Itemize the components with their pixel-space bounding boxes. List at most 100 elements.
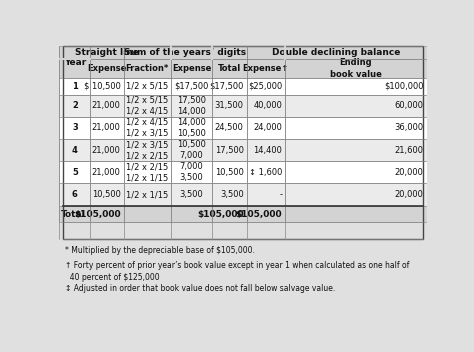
Bar — [246, 46, 285, 59]
Bar — [246, 117, 285, 139]
Bar — [124, 161, 171, 183]
Text: 36,000: 36,000 — [394, 124, 424, 132]
Bar — [246, 59, 285, 78]
Bar — [124, 78, 171, 95]
Bar — [171, 161, 212, 183]
Bar — [59, 117, 91, 139]
Bar — [171, 183, 212, 206]
Text: Expense: Expense — [87, 64, 127, 73]
Text: 1/2 x 1/15: 1/2 x 1/15 — [126, 190, 169, 199]
Text: 3,500: 3,500 — [180, 190, 203, 199]
Text: 14,000
10,500: 14,000 10,500 — [177, 118, 206, 138]
Text: 10,500: 10,500 — [92, 190, 120, 199]
Text: 14,400: 14,400 — [254, 146, 282, 155]
Bar — [285, 95, 427, 117]
Bar — [63, 46, 423, 239]
Bar — [246, 206, 285, 222]
Bar — [59, 95, 91, 117]
Text: Fraction*: Fraction* — [126, 64, 169, 73]
Bar — [91, 117, 124, 139]
Bar — [212, 78, 246, 95]
Bar — [171, 78, 212, 95]
Text: 7,000
3,500: 7,000 3,500 — [180, 162, 203, 182]
Text: 17,500
14,000: 17,500 14,000 — [177, 96, 206, 116]
Text: $25,000: $25,000 — [248, 82, 282, 91]
Text: $17,500: $17,500 — [210, 82, 244, 91]
Bar — [285, 161, 427, 183]
Bar — [212, 46, 246, 59]
Bar — [124, 183, 171, 206]
Bar — [285, 117, 427, 139]
Text: 21,000: 21,000 — [92, 146, 120, 155]
Text: 1/2 x 5/15: 1/2 x 5/15 — [126, 82, 169, 91]
Bar — [285, 139, 427, 161]
Text: $105,000: $105,000 — [197, 209, 244, 219]
Text: Expense: Expense — [172, 64, 211, 73]
Bar — [246, 183, 285, 206]
Text: $100,000: $100,000 — [384, 82, 424, 91]
Text: Straight line: Straight line — [75, 48, 139, 57]
Bar — [212, 95, 246, 117]
Bar — [285, 78, 427, 95]
Text: 1/2 x 2/15
1/2 x 1/15: 1/2 x 2/15 1/2 x 1/15 — [126, 162, 169, 182]
Bar — [59, 161, 91, 183]
Bar — [91, 59, 124, 78]
Text: 1/2 x 5/15
1/2 x 4/15: 1/2 x 5/15 1/2 x 4/15 — [126, 96, 169, 116]
Text: -: - — [279, 190, 282, 199]
Text: 24,500: 24,500 — [215, 124, 244, 132]
Bar — [91, 161, 124, 183]
Text: 21,000: 21,000 — [92, 124, 120, 132]
Text: 1: 1 — [72, 82, 78, 91]
Text: 21,000: 21,000 — [92, 101, 120, 110]
Text: 21,000: 21,000 — [92, 168, 120, 177]
Bar — [124, 59, 171, 78]
Bar — [59, 183, 91, 206]
Bar — [171, 206, 212, 222]
Bar — [212, 139, 246, 161]
Bar — [171, 117, 212, 139]
Bar — [124, 139, 171, 161]
Text: ↕ Adjusted in order that book value does not fall below salvage value.: ↕ Adjusted in order that book value does… — [65, 284, 335, 293]
Bar — [91, 46, 124, 59]
Text: ↑ Forty percent of prior year’s book value except in year 1 when calculated as o: ↑ Forty percent of prior year’s book val… — [65, 261, 409, 282]
Text: 10,500
7,000: 10,500 7,000 — [177, 140, 206, 160]
Bar — [212, 59, 246, 78]
Bar — [285, 59, 427, 78]
Bar — [246, 161, 285, 183]
Text: $ 10,500: $ 10,500 — [84, 82, 120, 91]
Text: 3: 3 — [72, 124, 78, 132]
Text: $17,500: $17,500 — [174, 82, 209, 91]
Bar — [246, 139, 285, 161]
Bar — [246, 78, 285, 95]
Bar — [91, 139, 124, 161]
Bar — [212, 161, 246, 183]
Bar — [59, 78, 91, 95]
Text: 31,500: 31,500 — [215, 101, 244, 110]
Text: * Multiplied by the depreciable base of $105,000.: * Multiplied by the depreciable base of … — [65, 246, 255, 255]
Text: 4: 4 — [72, 146, 78, 155]
Bar — [285, 206, 427, 222]
Text: 40,000: 40,000 — [254, 101, 282, 110]
Bar — [285, 46, 427, 59]
Bar — [171, 139, 212, 161]
Bar — [124, 95, 171, 117]
Bar — [171, 95, 212, 117]
Bar — [171, 59, 212, 78]
Text: Total: Total — [61, 209, 86, 219]
Text: 3,500: 3,500 — [220, 190, 244, 199]
Text: 20,000: 20,000 — [395, 168, 424, 177]
Bar — [124, 206, 171, 222]
Bar — [91, 183, 124, 206]
Text: $105,000: $105,000 — [74, 209, 120, 219]
Bar — [124, 117, 171, 139]
Text: 6: 6 — [72, 190, 78, 199]
Bar — [59, 139, 91, 161]
Bar — [212, 117, 246, 139]
Text: 1/2 x 3/15
1/2 x 2/15: 1/2 x 3/15 1/2 x 2/15 — [126, 140, 169, 160]
Text: Year: Year — [64, 57, 86, 67]
Bar — [91, 78, 124, 95]
Text: 17,500: 17,500 — [215, 146, 244, 155]
Bar — [171, 46, 212, 59]
Text: 20,000: 20,000 — [395, 190, 424, 199]
Text: ↕ 1,600: ↕ 1,600 — [249, 168, 282, 177]
